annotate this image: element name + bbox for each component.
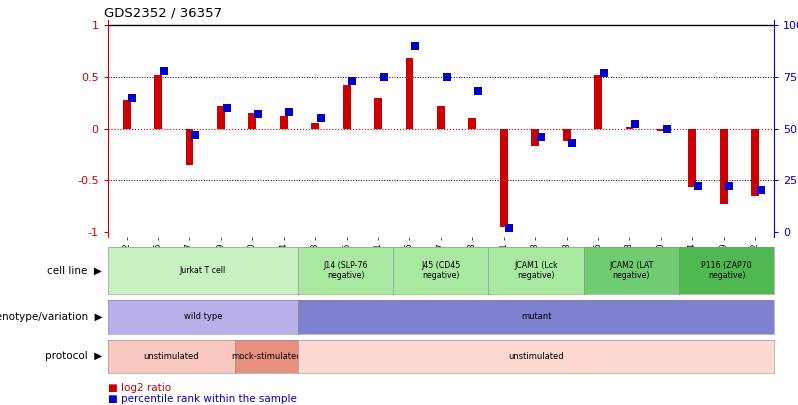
Text: wild type: wild type [184,312,222,322]
Bar [595,75,602,129]
Bar [468,118,476,129]
Text: J14 (SLP-76
negative): J14 (SLP-76 negative) [323,261,368,280]
Bar [123,100,131,129]
Bar [720,129,728,204]
Text: genotype/variation  ▶: genotype/variation ▶ [0,312,102,322]
Bar [248,113,256,129]
Text: P116 (ZAP70
negative): P116 (ZAP70 negative) [701,261,752,280]
Bar [751,129,759,196]
Text: cell line  ▶: cell line ▶ [47,265,102,275]
Text: protocol  ▶: protocol ▶ [45,352,102,361]
Text: unstimulated: unstimulated [508,352,564,361]
Text: JCAM1 (Lck
negative): JCAM1 (Lck negative) [514,261,558,280]
Bar [374,98,382,129]
Bar [689,129,697,188]
Bar [185,129,193,165]
Text: Jurkat T cell: Jurkat T cell [180,266,226,275]
Bar [437,106,444,129]
Bar [563,129,571,141]
Bar [342,85,350,129]
Bar [311,124,319,129]
Text: JCAM2 (LAT
negative): JCAM2 (LAT negative) [609,261,654,280]
Text: J45 (CD45
negative): J45 (CD45 negative) [421,261,460,280]
Bar [154,75,162,129]
Text: mutant: mutant [521,312,551,322]
Bar [217,106,225,129]
Bar [500,129,508,227]
Text: unstimulated: unstimulated [144,352,199,361]
Bar [657,129,665,131]
Bar [531,129,539,146]
Bar [280,116,287,129]
Text: GDS2352 / 36357: GDS2352 / 36357 [105,6,223,19]
Text: ■ percentile rank within the sample: ■ percentile rank within the sample [108,394,297,404]
Text: mock-stimulated: mock-stimulated [231,352,302,361]
Bar [405,58,413,129]
Text: ■ log2 ratio: ■ log2 ratio [108,383,171,393]
Bar [626,126,634,129]
